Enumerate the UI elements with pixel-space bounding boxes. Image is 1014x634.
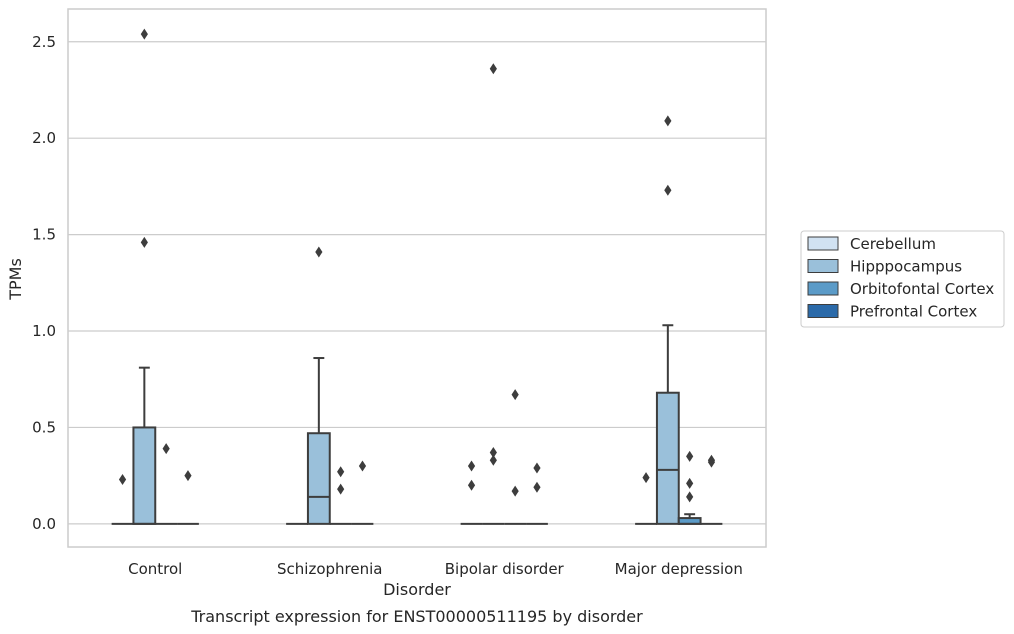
- box-group: [504, 389, 527, 525]
- outlier-point: [489, 454, 497, 466]
- y-tick-label: 2.5: [32, 33, 56, 51]
- y-tick-label: 2.0: [32, 129, 56, 147]
- legend-swatch: [807, 304, 839, 318]
- outlier-point: [315, 246, 323, 258]
- plot-frame: [67, 8, 767, 548]
- y-tick-label: 0.0: [32, 515, 56, 533]
- box-group: [635, 472, 657, 525]
- box-group: [132, 28, 157, 525]
- outlier-point: [686, 477, 694, 489]
- x-tick-label: Bipolar disorder: [445, 560, 565, 578]
- legend-swatch: [807, 259, 839, 273]
- box-group: [351, 460, 374, 525]
- outlier-point: [140, 28, 148, 40]
- legend-swatch: [807, 236, 839, 251]
- outlier-point: [533, 481, 541, 493]
- x-tick-labels: Control Schizophrenia Bipolar disorder Majo…: [128, 560, 743, 578]
- legend-label: Orbitofontal Cortex: [850, 280, 994, 298]
- outlier-point: [686, 450, 694, 462]
- box-group: [677, 450, 702, 525]
- legend-swatch: [807, 281, 839, 296]
- outlier-point: [184, 470, 192, 482]
- box-group: [306, 246, 331, 525]
- box-group: [329, 466, 352, 525]
- outlier-point: [533, 462, 541, 474]
- outlier-point: [162, 443, 170, 455]
- y-tick-label: 1.0: [32, 322, 56, 340]
- box-group: [700, 454, 723, 525]
- outlier-point: [664, 115, 672, 127]
- box-group: [482, 63, 505, 525]
- x-tick-label: Schizophrenia: [277, 560, 382, 578]
- outlier-point: [511, 485, 519, 497]
- outlier-point: [467, 460, 476, 472]
- box: [132, 426, 157, 525]
- box-group: [655, 115, 680, 525]
- box-series: [111, 28, 723, 525]
- outlier-point: [489, 63, 497, 75]
- y-tick-label: 0.5: [32, 418, 56, 436]
- outlier-point: [337, 466, 345, 478]
- outlier-point: [358, 460, 367, 472]
- y-axis-label: TPMs: [6, 258, 25, 301]
- outlier-point: [489, 447, 497, 459]
- box-group: [155, 443, 178, 525]
- legend-label: Prefrontal Cortex: [850, 303, 977, 321]
- outlier-point: [686, 491, 694, 503]
- plot-background: [68, 9, 766, 547]
- outlier-point: [140, 236, 148, 248]
- outlier-point: [118, 474, 127, 486]
- legend-frame: [800, 230, 1005, 328]
- y-tick-labels: 0.0 0.5 1.0 1.5 2.0 2.5: [32, 33, 56, 533]
- legend: Cerebellum Hipppocampus Orbitofontal Corte…: [800, 230, 1005, 328]
- outlier-point: [664, 184, 672, 196]
- outlier-point: [642, 472, 650, 484]
- chart-caption: Transcript expression for ENST0000051119…: [190, 607, 643, 626]
- box-group: [460, 460, 483, 525]
- box-group: [111, 474, 134, 525]
- box: [306, 432, 331, 525]
- outlier-point: [467, 479, 476, 491]
- y-tick-label: 1.5: [32, 226, 56, 244]
- legend-label: Hipppocampus: [850, 258, 962, 276]
- legend-label: Cerebellum: [850, 235, 936, 253]
- box-group: [177, 470, 199, 525]
- box: [655, 391, 680, 525]
- outlier-point: [707, 456, 716, 468]
- x-tick-label: Major depression: [615, 560, 743, 578]
- box-group: [526, 462, 548, 525]
- outlier-point: [511, 389, 519, 401]
- x-axis-label: Disorder: [383, 580, 451, 599]
- x-tick-label: Control: [128, 560, 182, 578]
- outlier-point: [337, 483, 345, 495]
